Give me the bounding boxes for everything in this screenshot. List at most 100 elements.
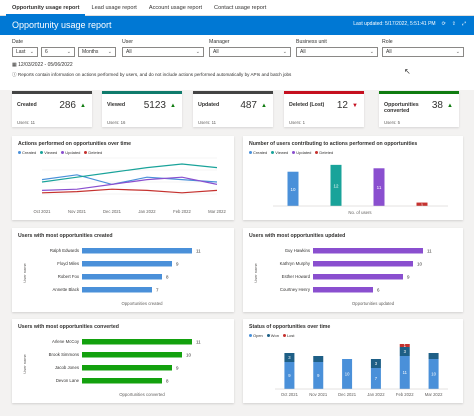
data-label: 9 [317,373,320,378]
role-select[interactable]: All ⌄ [382,47,464,57]
kpi-users: Users: 16 [107,120,126,125]
bar-lost [399,344,410,347]
refresh-icon[interactable]: ⟳ [441,21,446,27]
kpi-users: Users: 11 [17,120,36,125]
tab-account-usage[interactable]: Account usage report [148,5,203,11]
data-label: 7 [156,288,159,293]
tab-opportunity-usage[interactable]: Opportunity usage report [6,0,86,16]
most-updated-chart[interactable]: Guy Hawkins 11 Kathryn Murphy 10 Esther Howa… [243,228,463,312]
legend-updated[interactable]: Updated [292,150,311,155]
date-mode-select[interactable]: Last ⌄ [12,47,38,57]
business-unit-select[interactable]: All ⌄ [296,47,378,57]
expand-icon[interactable]: ⤢ [461,21,466,27]
category-label: Brook Simmons [49,352,79,357]
legend-created[interactable]: Created [249,150,267,155]
most-created-card: Users with most opportunities created Ra… [12,228,234,312]
bar [82,261,172,267]
line-chart[interactable]: Oct 2021 Nov 2021 Dec 2021 Jan 2022 Feb 2022… [12,136,234,220]
trend-up-icon: ▲ [447,103,453,109]
bar-won [428,353,439,359]
data-label: 11 [427,249,432,254]
share-icon[interactable]: ⇪ [451,21,456,27]
x-tick-label: Dec 2021 [103,209,122,214]
data-label: 3 [288,355,291,360]
x-tick-label: Mar 2022 [208,209,226,214]
legend-updated[interactable]: Updated [61,150,80,155]
bar-won [370,359,381,368]
manager-filter-label: Manager [209,39,230,45]
bar-won [399,347,410,356]
user-select[interactable]: All ⌄ [122,47,204,57]
series-line-deleted [41,188,218,194]
kpi-label: Deleted (Lost) [289,102,325,108]
bar-deleted [416,202,428,206]
date-filter-label: Date [12,39,23,45]
bar-viewed [330,164,342,206]
kpi-label: Viewed [107,102,126,108]
data-label: 10 [345,372,350,377]
bar [82,248,192,254]
kpi-converted[interactable]: Opportunities converted 38 ▲ Users: 5 [379,91,459,127]
data-label: 9 [407,275,410,280]
legend-deleted[interactable]: Deleted [315,150,333,155]
data-label: 10 [431,372,436,377]
trend-up-icon: ▲ [170,103,176,109]
bar-created [287,171,299,206]
status-stacked-chart[interactable]: 9 3 Oct 2021 9 Nov 2021 10 Dec 2021 7 3 Jan 2022 1… [243,319,463,403]
kpi-created[interactable]: Created 286 ▲ Users: 11 [12,91,92,127]
data-label: 9 [176,366,179,371]
kpi-viewed[interactable]: Viewed 5123 ▲ Users: 16 [102,91,182,127]
x-axis-title: Opportunities updated [352,301,395,306]
card-title: Users with most opportunities created [18,233,113,239]
legend-viewed[interactable]: Viewed [40,150,57,155]
most-converted-card: Users with most opportunities converted … [12,319,234,403]
data-label: 11 [377,185,382,190]
info-icon: ⓘ [12,72,18,77]
legend-open[interactable]: Open [249,333,263,338]
bar-won [284,353,295,362]
series-line-viewed [41,163,218,183]
data-label: 12 [333,183,339,188]
bar [82,339,192,345]
tab-lead-usage[interactable]: Lead usage report [91,5,137,11]
date-count-select[interactable]: 6 ⌄ [41,47,75,57]
trend-down-icon: ▼ [352,103,358,109]
date-unit-select[interactable]: Months ⌄ [78,47,116,57]
most-converted-chart[interactable]: Arlene McCoy 11 Brook Simmons 10 Jacob Jones… [12,319,234,403]
kpi-deleted[interactable]: Deleted (Lost) 12 ▼ Users: 1 [284,91,364,127]
bar-updated [373,168,385,206]
date-range[interactable]: ▦ 12/03/2022 - 05/06/2022 [12,62,73,68]
x-tick-label: Nov 2021 [309,392,328,397]
tab-contact-usage[interactable]: Contact usage report [214,5,267,11]
kpi-updated[interactable]: Updated 487 ▲ Users: 11 [193,91,273,127]
data-label: 10 [290,187,296,192]
legend-lost[interactable]: Lost [282,333,295,338]
data-label: 9 [288,373,291,378]
data-label: 8 [166,379,169,384]
x-tick-label: Oct 2021 [34,209,52,214]
business-unit-filter-label: Business unit [296,39,327,45]
x-axis-title: Opportunities converted [119,392,165,397]
bar-open [284,362,295,389]
bar-open [313,362,324,389]
data-label: 3 [404,349,407,354]
legend-deleted[interactable]: Deleted [84,150,102,155]
chevron-down-icon: ⌄ [107,49,112,55]
series-line-updated [41,176,218,191]
data-label: 10 [417,262,423,267]
kpi-value: 286 [59,100,76,111]
most-created-chart[interactable]: Ralph Edwards 11 Floyd Miles 9 Robert Fox 8 An… [12,228,234,312]
data-label: 11 [196,249,201,254]
category-label: Annette Black [52,287,79,292]
most-updated-card: Users with most opportunities updated Gu… [243,228,463,312]
kpi-value: 38 [431,100,443,111]
data-label: 9 [176,262,179,267]
bar-open [370,368,381,389]
kpi-value: 12 [336,100,348,111]
legend-viewed[interactable]: Viewed [271,150,288,155]
manager-select[interactable]: All ⌄ [209,47,291,57]
axis-title: No. of users [348,210,371,215]
legend-created[interactable]: Created [18,150,36,155]
legend-won[interactable]: Won [266,333,279,338]
